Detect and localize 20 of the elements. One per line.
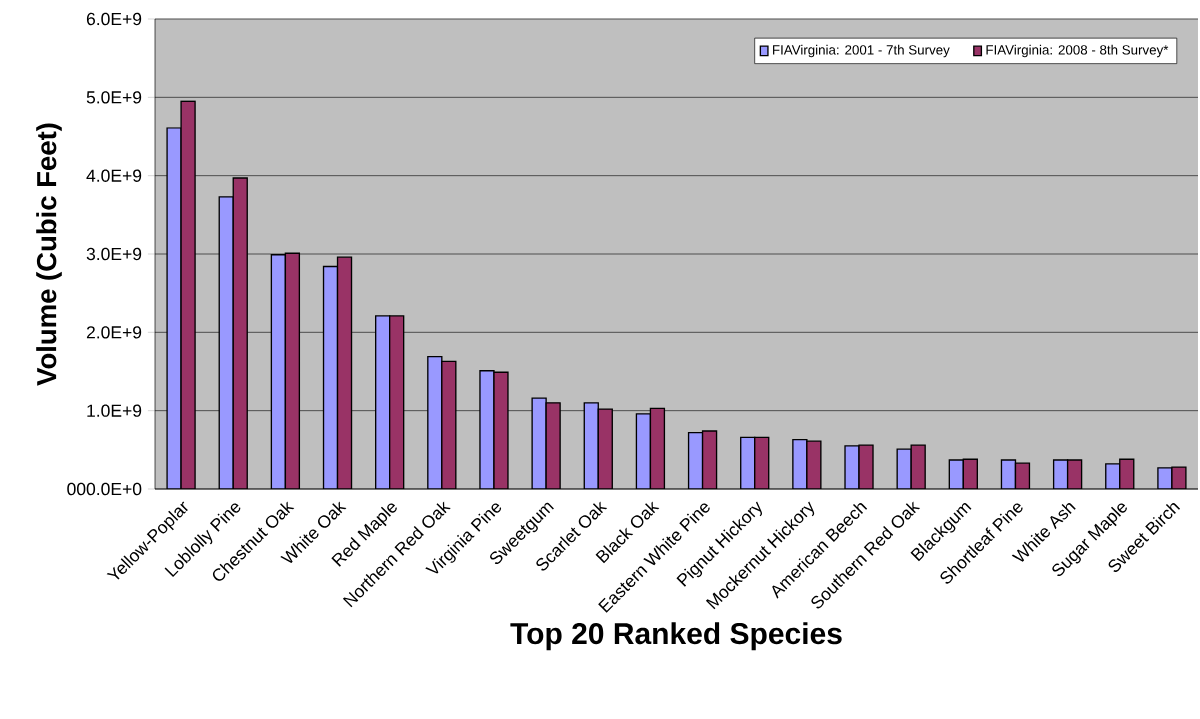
bar xyxy=(597,408,613,489)
y-tick-label: 1.0E+9 xyxy=(87,404,142,417)
bar xyxy=(701,430,718,489)
bar xyxy=(232,177,248,489)
y-tick-label: 000.0E+0 xyxy=(67,482,142,496)
bar xyxy=(754,436,770,489)
y-tick-label: 5.0E+9 xyxy=(86,91,142,104)
legend-label: FIAVirginia: 2001 - 7th Survey xyxy=(773,44,950,58)
bar xyxy=(336,256,353,489)
bar xyxy=(441,360,457,489)
x-axis-title: Top 20 Ranked Species xyxy=(510,622,842,651)
y-tick-label: 3.0E+9 xyxy=(86,247,142,261)
y-tick-label: 6.0E+9 xyxy=(86,12,142,26)
y-axis-title: Volume (Cubic Feet) xyxy=(36,123,62,386)
legend-label: FIAVirginia: 2008 - 8th Survey* xyxy=(986,44,1169,58)
y-tick-label: 2.0E+9 xyxy=(86,326,142,339)
y-tick-label: 4.0E+9 xyxy=(86,169,142,182)
bar xyxy=(389,315,405,489)
bar xyxy=(649,407,666,489)
bar xyxy=(284,252,301,489)
